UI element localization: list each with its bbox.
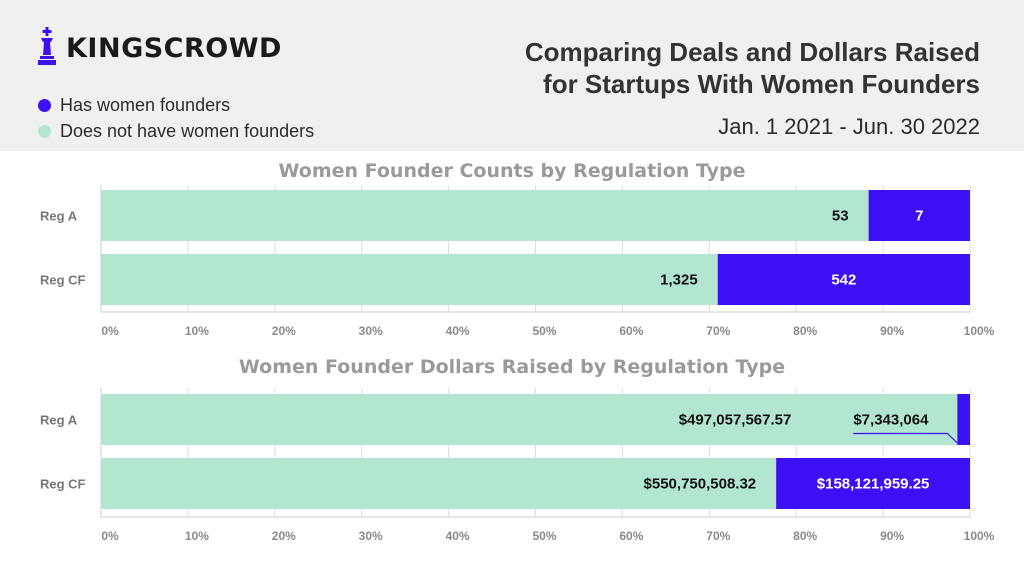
category-label: Reg A	[40, 209, 78, 224]
x-tick-label: 100%	[964, 529, 995, 543]
legend-swatch-women	[38, 98, 51, 112]
bar-no-women	[101, 254, 718, 305]
bar-no-women	[101, 190, 869, 241]
data-label-women: $158,121,959.25	[817, 476, 930, 493]
category-label: Reg CF	[40, 477, 86, 492]
data-label-women: $7,343,064	[853, 412, 929, 429]
x-tick-label: 30%	[359, 529, 383, 543]
page-title: Comparing Deals and Dollars Raised for S…	[524, 37, 980, 99]
x-tick-label: 60%	[619, 529, 643, 543]
x-tick-label: 50%	[532, 324, 556, 338]
bar-no-women	[101, 394, 958, 445]
data-label-no-women: $497,057,567.57	[679, 412, 792, 429]
chart-title: Women Founder Counts by Regulation Type	[279, 160, 746, 182]
x-tick-label: 40%	[446, 529, 470, 543]
bar-women	[868, 190, 970, 241]
x-tick-label: 20%	[272, 529, 296, 543]
bar-women	[957, 394, 970, 445]
x-tick-label: 10%	[185, 529, 209, 543]
x-tick-label: 0%	[101, 324, 119, 338]
brand-name: KINGSCROWD	[66, 32, 282, 64]
legend-swatch-no-women	[38, 124, 51, 138]
legend-label-no-women: Does not have women founders	[60, 120, 315, 141]
data-label-no-women: 53	[832, 208, 849, 225]
data-label-women: 542	[831, 272, 856, 289]
legend-label-women: Has women founders	[60, 94, 231, 115]
x-tick-label: 90%	[880, 529, 904, 543]
x-tick-label: 40%	[446, 324, 470, 338]
bar-women	[776, 458, 970, 509]
leader-line	[853, 432, 958, 444]
date-range: Jan. 1 2021 - Jun. 30 2022	[718, 114, 980, 139]
x-tick-label: 0%	[101, 529, 119, 543]
x-tick-label: 30%	[359, 324, 383, 338]
title-block: Comparing Deals and Dollars Raised for S…	[510, 36, 980, 140]
data-label-no-women: 1,325	[660, 272, 698, 289]
category-label: Reg CF	[40, 273, 86, 288]
chess-king-icon	[36, 26, 58, 70]
x-tick-label: 60%	[619, 324, 643, 338]
header-band: KINGSCROWD Has women founders Does not h…	[0, 0, 1024, 151]
bar-women	[717, 254, 970, 305]
data-label-no-women: $550,750,508.32	[644, 476, 757, 493]
bar-no-women	[101, 458, 777, 509]
x-tick-label: 100%	[964, 324, 995, 338]
x-tick-label: 90%	[880, 324, 904, 338]
legend-item-no-women: Does not have women founders	[38, 118, 314, 144]
x-tick-label: 80%	[793, 324, 817, 338]
data-label-women: 7	[915, 208, 923, 225]
x-tick-label: 50%	[532, 529, 556, 543]
legend-item-women: Has women founders	[38, 92, 314, 118]
legend: Has women founders Does not have women f…	[38, 92, 314, 144]
x-tick-label: 10%	[185, 324, 209, 338]
x-tick-label: 80%	[793, 529, 817, 543]
category-label: Reg A	[40, 413, 78, 428]
brand-logo: KINGSCROWD	[36, 26, 282, 70]
x-tick-label: 70%	[706, 324, 730, 338]
x-tick-label: 20%	[272, 324, 296, 338]
x-tick-label: 70%	[706, 529, 730, 543]
chart-title: Women Founder Dollars Raised by Regulati…	[239, 356, 785, 378]
